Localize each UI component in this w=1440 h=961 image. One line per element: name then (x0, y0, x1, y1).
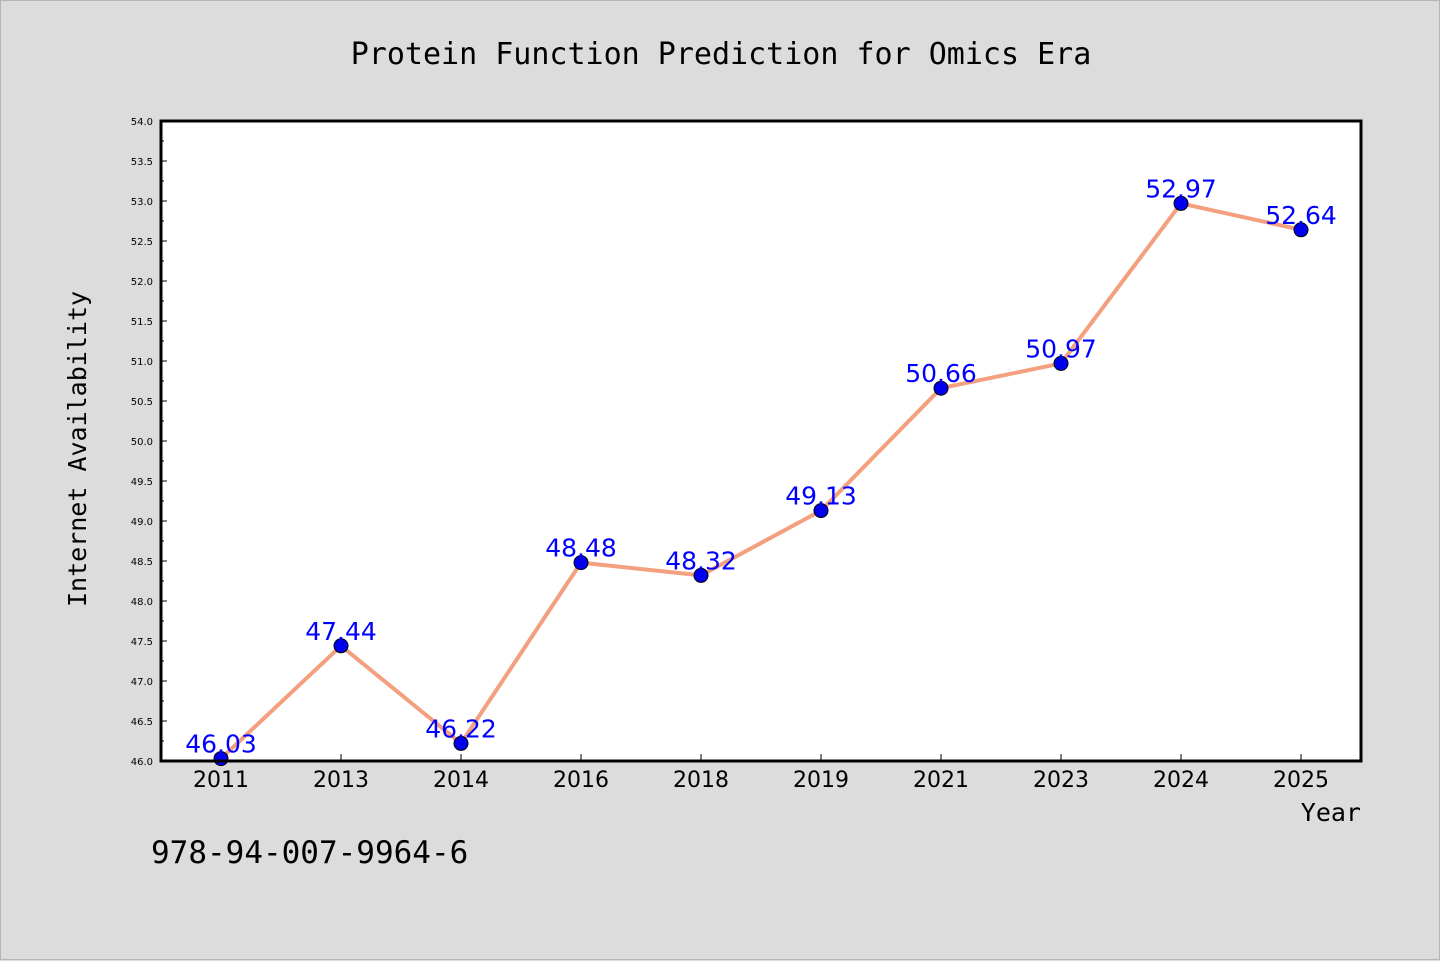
y-tick-label: 52.0 (131, 277, 153, 288)
plot-frame (159, 119, 1363, 763)
y-tick-label: 46.5 (131, 717, 153, 728)
data-point (573, 555, 589, 571)
x-tick-label: 2016 (553, 768, 609, 793)
data-point (1053, 355, 1069, 371)
y-tick-label: 52.5 (131, 237, 153, 248)
x-tick-label: 2019 (793, 768, 849, 793)
data-label: 46.22 (425, 714, 497, 743)
y-tick-label: 49.5 (131, 477, 153, 488)
y-tick-label: 54.0 (131, 117, 153, 128)
x-tick-label: 2014 (433, 768, 489, 793)
data-point (1173, 195, 1189, 211)
series-line (219, 201, 1302, 761)
data-point (1293, 222, 1309, 238)
x-tick-label: 2011 (193, 768, 249, 793)
x-tick-label: 2024 (1153, 768, 1209, 793)
x-tick-label: 2021 (913, 768, 969, 793)
x-tick-label: 2023 (1033, 768, 1089, 793)
data-label: 47.44 (305, 617, 377, 646)
x-axis-ticks: 2011 2013 2014 2016 2018 2019 2021 2023 2024 2025 (193, 754, 1329, 793)
y-axis-label: Internet Availability (63, 291, 92, 607)
x-tick-label: 2018 (673, 768, 729, 793)
data-label: 46.03 (185, 730, 257, 759)
y-tick-label: 49.0 (131, 517, 153, 528)
data-label: 50.97 (1025, 334, 1097, 363)
data-point (453, 735, 469, 751)
chart-title: Protein Function Prediction for Omics Er… (351, 37, 1092, 72)
y-tick-label: 47.5 (131, 637, 153, 648)
data-label: 48.48 (545, 534, 617, 563)
y-tick-label: 51.5 (131, 317, 153, 328)
y-tick-label: 47.0 (131, 677, 153, 688)
y-tick-label: 53.5 (131, 157, 153, 168)
x-axis-label: Year (1301, 798, 1361, 827)
data-point (813, 503, 829, 519)
data-label: 52.64 (1265, 201, 1337, 230)
data-label: 49.13 (785, 482, 857, 511)
plot-area (161, 121, 1361, 761)
data-point (693, 567, 709, 583)
x-tick-label: 2025 (1273, 768, 1329, 793)
isbn-text: 978-94-007-9964-6 (151, 835, 469, 871)
data-point (333, 638, 349, 654)
y-tick-label: 53.0 (131, 197, 153, 208)
data-point (933, 380, 949, 396)
y-tick-label: 46.0 (131, 757, 153, 768)
data-label: 52.97 (1145, 174, 1217, 203)
data-label: 50.66 (905, 359, 977, 388)
y-tick-label: 50.0 (131, 437, 153, 448)
y-tick-label: 48.0 (131, 597, 153, 608)
y-tick-label: 51.0 (131, 357, 153, 368)
y-tick-label: 48.5 (131, 557, 153, 568)
x-tick-label: 2013 (313, 768, 369, 793)
y-tick-label: 50.5 (131, 397, 153, 408)
series-group: 46.03 47.44 46.22 48.48 48.32 49.13 50.66 50.97… (185, 174, 1337, 767)
data-label: 48.32 (665, 546, 737, 575)
